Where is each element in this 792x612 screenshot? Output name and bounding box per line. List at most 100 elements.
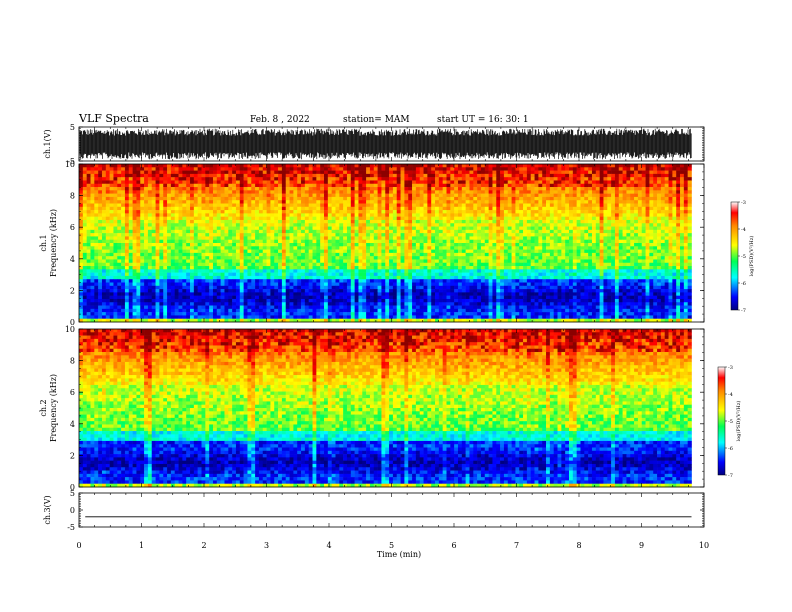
- spectrogram-cell: [312, 246, 317, 250]
- spectrogram-cell: [247, 223, 252, 227]
- spectrogram-cell: [297, 167, 302, 171]
- spectrogram-cell: [572, 170, 577, 175]
- spectrogram-cell: [469, 210, 474, 214]
- spectrogram-cell: [201, 249, 206, 254]
- spectrogram-cell: [549, 239, 554, 244]
- spectrogram-cell: [216, 219, 221, 224]
- spectrogram-cell: [546, 239, 551, 244]
- spectrogram-cell: [584, 180, 589, 185]
- spectrogram-cell: [637, 219, 643, 224]
- spectrogram-cell: [121, 210, 126, 214]
- spectrogram-cell: [255, 213, 260, 217]
- spectrogram-cell: [94, 262, 99, 267]
- spectrogram-cell: [381, 177, 386, 181]
- spectrogram-cell: [281, 252, 287, 257]
- spectrogram-cell: [477, 203, 482, 208]
- spectrogram-cell: [553, 219, 558, 224]
- spectrogram-cell: [105, 170, 110, 175]
- spectrogram-cell: [151, 226, 156, 231]
- spectrogram-cell: [113, 196, 118, 201]
- spectrogram-cell: [255, 177, 260, 181]
- spectrogram-cell: [109, 213, 114, 217]
- spectrogram-cell: [136, 262, 141, 267]
- spectrogram-cell: [557, 196, 562, 201]
- spectrogram-cell: [170, 236, 176, 241]
- spectrogram-cell: [419, 243, 424, 247]
- spectrogram-cell: [167, 219, 172, 224]
- spectrogram-cell: [607, 252, 612, 257]
- spectrogram-cell: [400, 180, 405, 185]
- spectrogram-cell: [484, 170, 489, 175]
- spectrogram-cell: [205, 246, 210, 250]
- spectrogram-cell: [258, 226, 264, 231]
- spectrogram-cell: [335, 210, 340, 214]
- spectrogram-cell: [201, 190, 206, 194]
- spectrogram-cell: [113, 252, 118, 257]
- spectrogram-cell: [572, 239, 577, 244]
- spectrogram-cell: [167, 226, 172, 231]
- spectrogram-cell: [480, 177, 486, 181]
- spectrogram-cell: [614, 196, 620, 201]
- spectrogram-cell: [320, 193, 325, 198]
- spectrogram-cell: [82, 246, 87, 250]
- spectrogram-cell: [121, 170, 126, 175]
- spectrogram-cell: [641, 170, 646, 175]
- spectrogram-cell: [274, 183, 279, 188]
- spectrogram-cell: [396, 196, 401, 201]
- spectrogram-cell: [607, 229, 612, 234]
- spectrogram-cell: [239, 187, 244, 191]
- spectrogram-cell: [637, 256, 643, 260]
- spectrogram-cell: [132, 180, 137, 185]
- spectrogram-cell: [205, 206, 210, 211]
- spectrogram-cell: [167, 256, 172, 260]
- spectrogram-cell: [676, 200, 681, 204]
- spectrogram-cell: [442, 200, 447, 204]
- spectrogram-cell: [385, 216, 390, 221]
- spectrogram-cell: [557, 233, 562, 237]
- spectrogram-cell: [170, 173, 176, 178]
- spectrogram-cell: [599, 252, 604, 257]
- spectrogram-cell: [457, 210, 463, 214]
- spectrogram-cell: [228, 203, 233, 208]
- spectrogram-cell: [500, 223, 505, 227]
- spectrogram-cell: [232, 183, 237, 188]
- spectrogram-cell: [86, 206, 91, 211]
- spectrogram-cell: [637, 200, 643, 204]
- spectrogram-cell: [676, 226, 681, 231]
- spectrogram-cell: [496, 210, 501, 214]
- spectrogram-cell: [649, 180, 654, 185]
- spectrogram-cell: [98, 193, 103, 198]
- spectrogram-cell: [435, 200, 440, 204]
- spectrogram-cell: [542, 213, 547, 217]
- spectrogram-cell: [683, 246, 688, 250]
- spectrogram-cell: [538, 213, 543, 217]
- spectrogram-cell: [389, 200, 394, 204]
- spectrogram-cell: [86, 177, 91, 181]
- spectrogram-cell: [473, 219, 478, 224]
- spectrogram-cell: [109, 164, 114, 168]
- spectrogram-cell: [285, 262, 290, 267]
- spectrogram-cell: [209, 249, 214, 254]
- spectrogram-cell: [683, 187, 688, 191]
- spectrogram-cell: [496, 233, 501, 237]
- spectrogram-cell: [232, 243, 237, 247]
- spectrogram-cell: [278, 170, 283, 175]
- spectrogram-cell: [611, 164, 616, 168]
- spectrogram-cell: [400, 259, 405, 264]
- spectrogram-cell: [109, 226, 114, 231]
- spectrogram-cell: [415, 193, 421, 198]
- spectrogram-cell: [224, 177, 229, 181]
- spectrogram-cell: [201, 196, 206, 201]
- spectrogram-cell: [262, 262, 267, 267]
- spectrogram-cell: [178, 183, 183, 188]
- spectrogram-cell: [339, 206, 344, 211]
- spectrogram-cell: [278, 229, 283, 234]
- spectrogram-cell: [435, 236, 440, 241]
- spectrogram-cell: [557, 252, 562, 257]
- spectrogram-cell: [672, 177, 677, 181]
- spectrogram-cell: [649, 243, 654, 247]
- spectrogram-cell: [576, 259, 581, 264]
- spectrogram-cell: [373, 193, 378, 198]
- spectrogram-cell: [243, 246, 248, 250]
- spectrogram-cell: [653, 164, 658, 168]
